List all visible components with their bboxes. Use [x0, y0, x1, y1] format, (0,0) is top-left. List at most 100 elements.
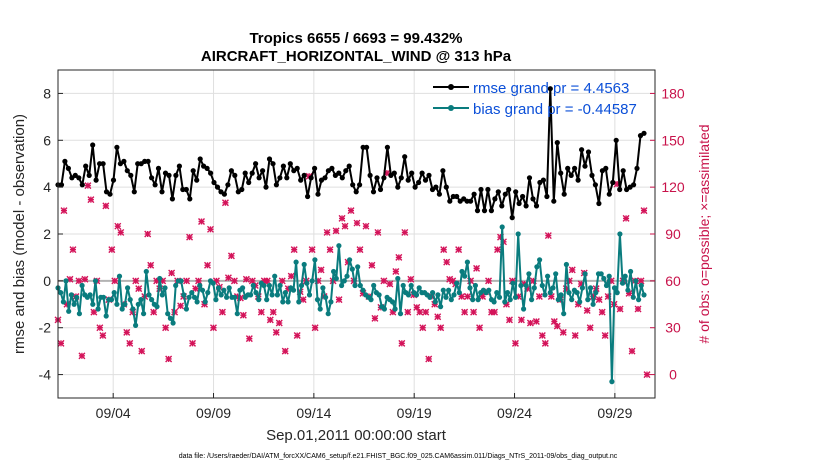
obs-stroke — [425, 355, 433, 363]
rmse-point — [485, 186, 491, 193]
bias-point — [221, 287, 227, 293]
bias-point — [210, 280, 216, 286]
obs-marker — [221, 199, 229, 207]
bias-point — [261, 282, 267, 289]
y2-axis-label: # of obs: o=possible; ×=assimilated — [696, 124, 712, 343]
bias-point — [226, 285, 232, 291]
rmse-point — [596, 200, 602, 207]
rmse-point — [346, 163, 352, 169]
obs-stroke — [326, 246, 334, 254]
bias-point — [502, 299, 508, 305]
obs-stroke — [371, 314, 379, 322]
bias-point — [633, 278, 639, 284]
bias-point — [68, 292, 74, 298]
bias-point — [448, 297, 454, 303]
obs-marker — [326, 246, 334, 254]
bias-point — [306, 292, 313, 298]
obs-stroke — [583, 307, 591, 315]
rmse-point — [540, 177, 547, 183]
obs-marker — [81, 275, 89, 283]
y2-tick-label: 30 — [665, 320, 681, 336]
bias-point — [320, 285, 326, 291]
obs-marker — [147, 261, 155, 269]
bias-point — [157, 275, 163, 282]
bias-point — [63, 278, 69, 284]
obs-marker — [78, 352, 86, 360]
bias-point — [312, 257, 318, 263]
obs-marker — [491, 308, 499, 316]
obs-marker — [132, 277, 140, 285]
rmse-point — [499, 203, 505, 209]
bias-point — [285, 299, 291, 305]
bias-point — [357, 282, 363, 289]
obs-stroke — [437, 324, 445, 332]
obs-marker — [526, 319, 534, 327]
bias-point — [467, 285, 473, 291]
bias-point — [352, 282, 358, 289]
bias-point — [60, 299, 66, 305]
obs-stroke — [595, 296, 603, 304]
rmse-point — [256, 175, 262, 181]
legend-bias-label: bias grand pr = -0.44587 — [473, 101, 637, 118]
bias-point — [317, 306, 323, 312]
bias-point — [149, 297, 155, 303]
y2-tick-label: 120 — [661, 179, 685, 195]
bias-point — [274, 292, 280, 298]
obs-marker — [419, 324, 427, 332]
x-tick-label: 09/09 — [196, 405, 231, 421]
bias-point — [79, 282, 85, 289]
rmse-point — [520, 193, 526, 200]
obs-marker — [532, 317, 540, 325]
obs-stroke — [434, 313, 442, 321]
rmse-point — [246, 179, 252, 186]
obs-marker — [607, 277, 615, 285]
bias-point — [622, 273, 628, 279]
obs-marker — [541, 339, 549, 347]
bias-point — [381, 306, 387, 312]
obs-stroke — [419, 324, 427, 332]
rmse-line — [58, 87, 645, 219]
obs-stroke — [165, 355, 173, 363]
obs-marker — [323, 228, 331, 236]
bias-point — [199, 287, 206, 293]
rmse-point — [294, 165, 300, 171]
rmse-point — [402, 154, 408, 160]
bias-point — [472, 282, 478, 289]
obs-stroke — [111, 277, 119, 285]
obs-marker — [144, 230, 152, 238]
y-tick-label: 8 — [43, 85, 51, 101]
rmse-point — [488, 208, 494, 214]
obs-marker — [126, 339, 134, 347]
obs-stroke — [63, 300, 71, 308]
obs-marker — [443, 258, 451, 266]
rmse-point — [155, 165, 162, 171]
bias-point — [146, 292, 152, 298]
bias-point — [395, 275, 401, 282]
obs-marker — [168, 269, 176, 277]
bias-point — [553, 271, 559, 277]
rmse-point — [183, 186, 189, 193]
bias-point — [224, 294, 230, 300]
obs-marker — [440, 246, 448, 254]
bias-point — [577, 299, 583, 305]
x-axis-label: Sep.01,2011 00:00:00 start — [266, 427, 447, 444]
obs-marker — [470, 308, 478, 316]
bias-point — [58, 290, 64, 296]
rmse-point — [266, 156, 273, 162]
obs-stroke — [308, 246, 316, 254]
bias-point — [512, 294, 519, 300]
rmse-point — [152, 182, 158, 188]
obs-marker — [371, 314, 379, 322]
bias-point — [116, 273, 123, 279]
bias-point — [523, 282, 529, 289]
obs-marker — [494, 246, 501, 254]
obs-stroke — [102, 202, 110, 210]
obs-marker — [571, 332, 579, 340]
rmse-point — [100, 161, 106, 167]
bias-point — [617, 231, 623, 237]
bias-point — [446, 287, 452, 293]
obs-marker — [99, 332, 107, 340]
y-tick-label: -4 — [39, 367, 52, 383]
bias-point — [397, 311, 404, 317]
rmse-point — [214, 184, 221, 190]
